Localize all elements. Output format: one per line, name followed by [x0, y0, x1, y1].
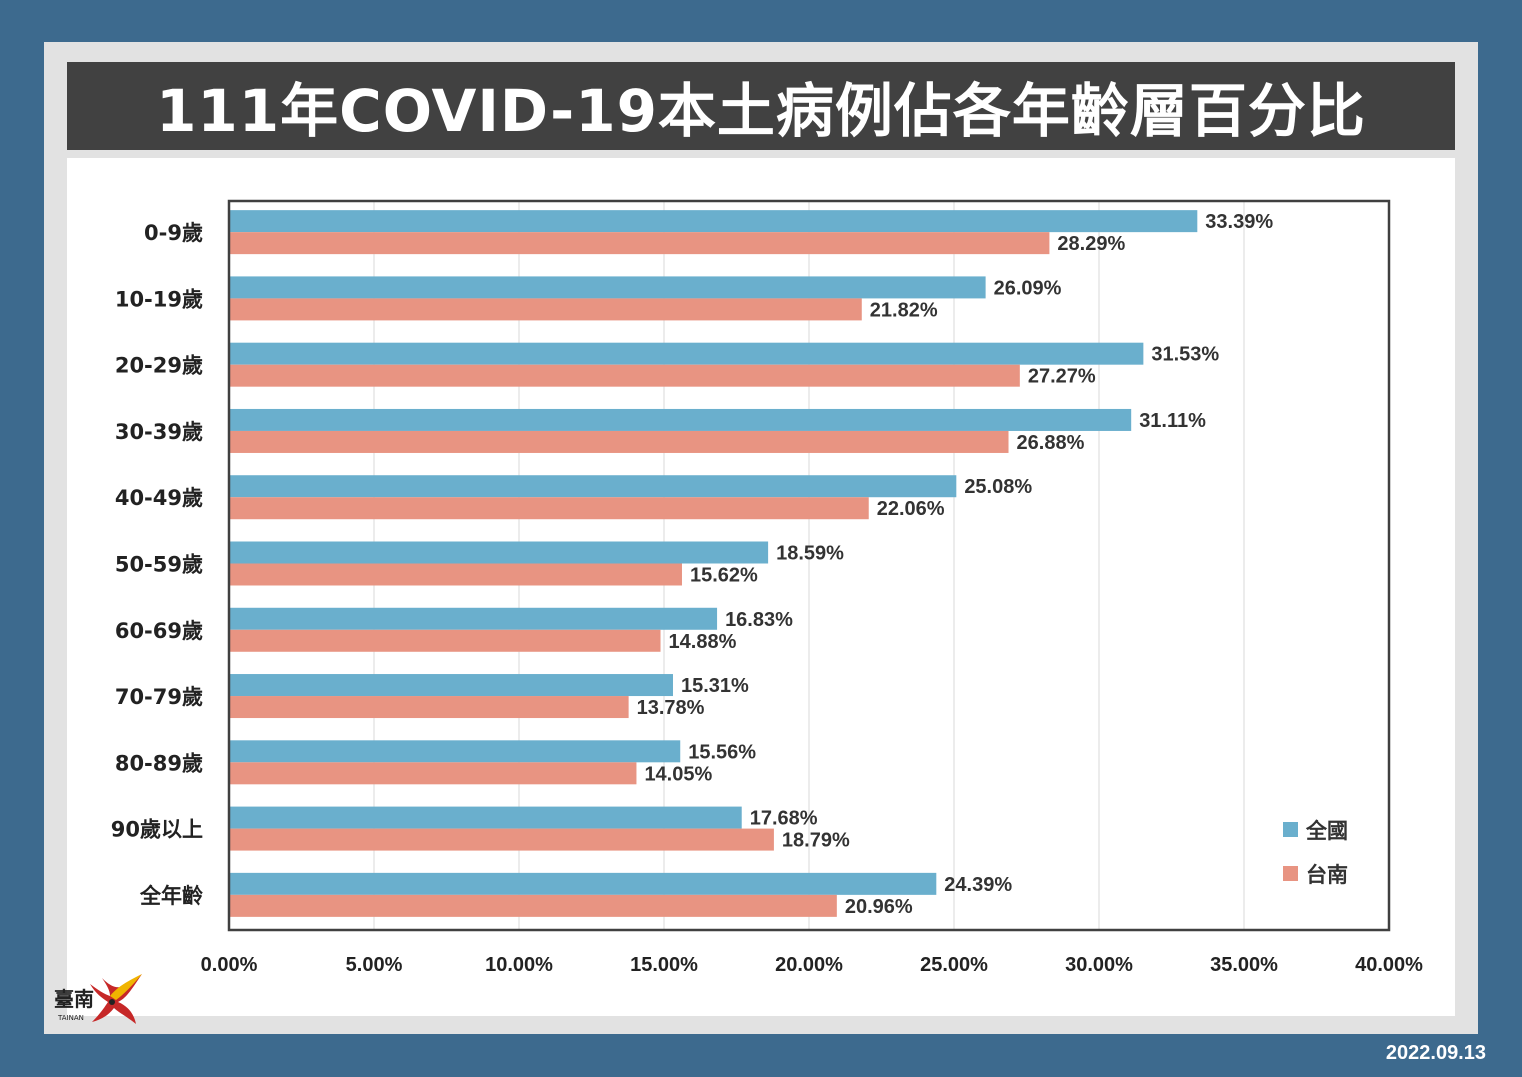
category-label: 30-39歲 [115, 420, 203, 444]
data-label: 33.39% [1205, 211, 1273, 233]
bar-national [229, 475, 957, 498]
bar-national [229, 276, 986, 299]
data-label: 15.62% [690, 565, 758, 587]
x-tick-label: 40.00% [1355, 954, 1423, 976]
category-label: 全年齡 [139, 884, 203, 908]
category-label: 80-89歲 [115, 751, 203, 775]
data-label: 21.82% [870, 299, 938, 321]
bar-tainan [229, 828, 774, 851]
category-label: 0-9歲 [144, 221, 203, 245]
bar-national [229, 607, 718, 630]
legend-label: 台南 [1306, 863, 1348, 887]
bar-tainan [229, 894, 837, 917]
data-label: 14.88% [669, 631, 737, 653]
data-label: 18.59% [776, 543, 844, 565]
title-bar: 111年COVID-19本土病例佔各年齡層百分比 [67, 62, 1455, 150]
x-tick-label: 0.00% [201, 954, 258, 976]
tainan-logo: 臺南 TAINAN [52, 972, 146, 1026]
bar-tainan [229, 497, 869, 520]
data-label: 26.09% [994, 277, 1062, 299]
bar-national [229, 408, 1132, 431]
data-label: 15.56% [688, 741, 756, 763]
category-label: 40-49歲 [115, 486, 203, 510]
bar-national [229, 541, 769, 564]
x-tick-label: 15.00% [630, 954, 698, 976]
bar-national [229, 210, 1198, 233]
legend-label: 全國 [1305, 819, 1348, 843]
logo-text: 臺南 [54, 987, 94, 1011]
bar-national [229, 674, 673, 697]
page-title: 111年COVID-19本土病例佔各年齡層百分比 [156, 77, 1366, 145]
category-label: 60-69歲 [115, 619, 203, 643]
bar-tainan [229, 696, 629, 719]
data-label: 14.05% [644, 763, 712, 785]
data-label: 28.29% [1057, 233, 1125, 255]
category-label: 20-29歲 [115, 354, 203, 378]
bar-national [229, 342, 1144, 365]
bar-tainan [229, 762, 637, 785]
data-label: 27.27% [1028, 366, 1096, 388]
bar-tainan [229, 298, 862, 321]
x-tick-label: 25.00% [920, 954, 988, 976]
legend-swatch [1283, 822, 1298, 837]
bar-tainan [229, 563, 682, 586]
data-label: 16.83% [725, 609, 793, 631]
x-tick-label: 30.00% [1065, 954, 1133, 976]
bar-tainan [229, 430, 1009, 453]
data-label: 17.68% [750, 808, 818, 830]
category-label: 90歲以上 [111, 818, 203, 842]
data-label: 22.06% [877, 498, 945, 520]
data-label: 20.96% [845, 896, 913, 918]
category-label: 50-59歲 [115, 553, 203, 577]
date-stamp: 2022.09.13 [1385, 1042, 1486, 1064]
x-tick-label: 20.00% [775, 954, 843, 976]
data-label: 31.53% [1151, 344, 1219, 366]
data-label: 13.78% [637, 697, 705, 719]
data-label: 26.88% [1017, 432, 1085, 454]
logo-subtext: TAINAN [57, 1014, 84, 1022]
bar-national [229, 872, 937, 895]
plot-area-border [227, 199, 1391, 932]
bar-tainan [229, 629, 661, 652]
x-tick-label: 10.00% [485, 954, 553, 976]
legend-swatch [1283, 866, 1298, 881]
data-label: 24.39% [944, 874, 1012, 896]
bar-tainan [229, 232, 1050, 255]
bar-national [229, 740, 681, 763]
data-label: 18.79% [782, 830, 850, 852]
bar-tainan [229, 364, 1020, 387]
x-tick-label: 35.00% [1210, 954, 1278, 976]
tainan-logo-icon: 臺南 TAINAN [54, 974, 142, 1024]
category-label: 10-19歲 [115, 287, 203, 311]
data-label: 15.31% [681, 675, 749, 697]
data-label: 31.11% [1139, 410, 1206, 432]
x-tick-label: 5.00% [346, 954, 403, 976]
data-label: 25.08% [964, 476, 1032, 498]
category-label: 70-79歲 [115, 685, 203, 709]
bar-national [229, 806, 742, 829]
